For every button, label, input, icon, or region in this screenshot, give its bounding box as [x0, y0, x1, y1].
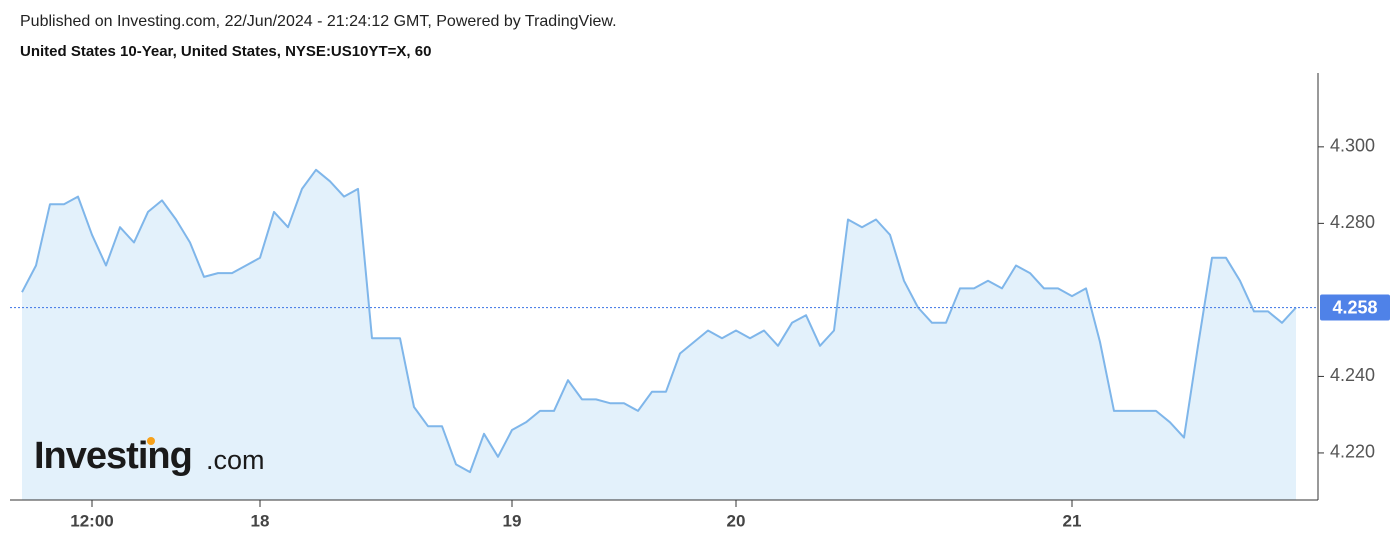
x-tick-label: 21 [1063, 511, 1082, 530]
price-line [21, 168, 1297, 474]
y-tick-label: 4.220 [1330, 442, 1375, 462]
y-tick-label: 4.240 [1330, 365, 1375, 385]
x-tick-label: 20 [727, 511, 746, 530]
logo: Investing .com [34, 435, 265, 477]
plot-area [21, 168, 1297, 501]
logo-main: Investing [34, 435, 192, 477]
x-tick-label: 19 [503, 511, 522, 530]
last-value-badge [1320, 294, 1390, 321]
logo-suffix: .com [206, 445, 265, 475]
chart-title: United States 10-Year, United States, NY… [20, 43, 431, 60]
x-tick-label: 18 [251, 511, 270, 530]
published-note: Published on Investing.com, 22/Jun/2024 … [20, 13, 617, 30]
x-tick-label: 12:00 [70, 511, 113, 530]
area-fill [22, 169, 1296, 501]
last-value-label: 4.258 [1332, 297, 1377, 317]
y-tick-label: 4.300 [1330, 136, 1375, 156]
logo-dot [147, 437, 155, 445]
y-tick-label: 4.280 [1330, 212, 1375, 232]
